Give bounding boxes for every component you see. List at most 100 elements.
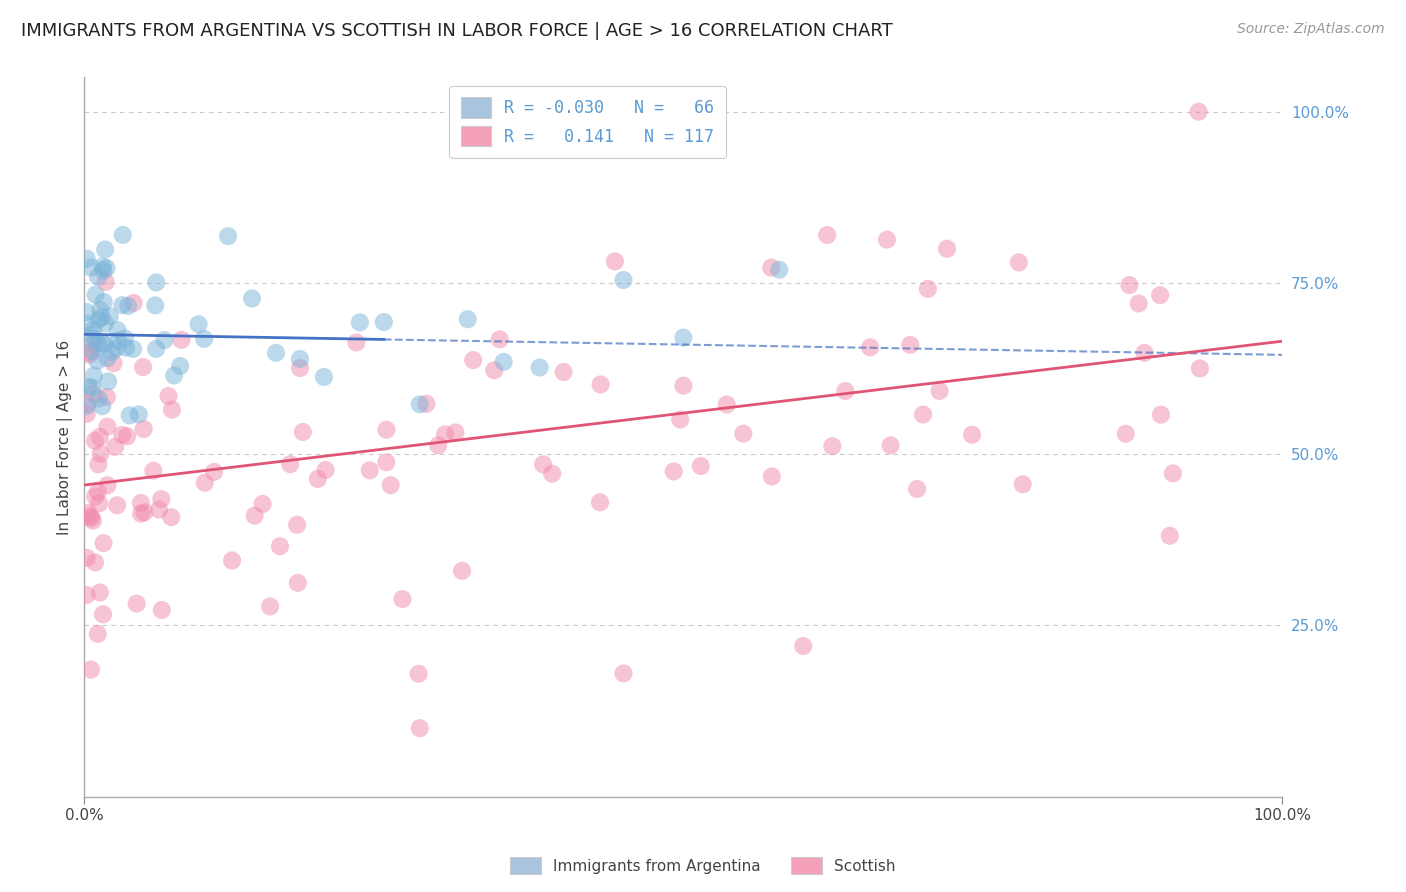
Point	[240, 292, 263, 306]
Point	[134, 505, 156, 519]
Point	[84, 434, 107, 448]
Point	[87, 458, 110, 472]
Point	[662, 465, 685, 479]
Point	[160, 402, 183, 417]
Point	[463, 353, 485, 368]
Point	[217, 229, 239, 244]
Point	[733, 426, 755, 441]
Point	[221, 553, 243, 567]
Point	[287, 575, 309, 590]
Point	[553, 365, 575, 379]
Y-axis label: In Labor Force | Age > 16: In Labor Force | Age > 16	[58, 340, 73, 534]
Point	[529, 360, 551, 375]
Point	[76, 506, 98, 520]
Point	[87, 627, 110, 641]
Point	[312, 370, 335, 384]
Point	[291, 425, 314, 439]
Point	[259, 599, 281, 614]
Point	[111, 427, 134, 442]
Point	[1128, 296, 1150, 310]
Point	[115, 341, 138, 355]
Legend: Immigrants from Argentina, Scottish: Immigrants from Argentina, Scottish	[505, 851, 901, 880]
Point	[1187, 104, 1209, 119]
Point	[86, 354, 108, 368]
Point	[589, 377, 612, 392]
Point	[344, 335, 367, 350]
Text: IMMIGRANTS FROM ARGENTINA VS SCOTTISH IN LABOR FORCE | AGE > 16 CORRELATION CHAR: IMMIGRANTS FROM ARGENTINA VS SCOTTISH IN…	[21, 22, 893, 40]
Point	[427, 438, 450, 452]
Point	[105, 341, 128, 355]
Point	[444, 425, 467, 440]
Point	[111, 298, 134, 312]
Point	[76, 252, 98, 266]
Point	[101, 344, 124, 359]
Point	[145, 342, 167, 356]
Point	[269, 539, 291, 553]
Point	[84, 490, 107, 504]
Point	[1188, 361, 1211, 376]
Point	[917, 282, 939, 296]
Point	[107, 334, 129, 348]
Point	[96, 351, 118, 365]
Point	[79, 348, 101, 362]
Point	[76, 588, 98, 602]
Legend: R = -0.030   N =   66, R =   0.141   N = 117: R = -0.030 N = 66, R = 0.141 N = 117	[449, 86, 725, 158]
Point	[96, 419, 118, 434]
Point	[1150, 408, 1173, 422]
Point	[492, 355, 515, 369]
Point	[373, 315, 395, 329]
Point	[1115, 426, 1137, 441]
Point	[349, 315, 371, 329]
Point	[434, 427, 457, 442]
Point	[145, 276, 167, 290]
Point	[132, 422, 155, 436]
Point	[531, 458, 554, 472]
Point	[589, 495, 612, 509]
Point	[82, 386, 104, 401]
Point	[91, 260, 114, 274]
Point	[76, 317, 98, 331]
Point	[409, 397, 432, 411]
Point	[83, 323, 105, 337]
Point	[905, 482, 928, 496]
Point	[1161, 467, 1184, 481]
Point	[150, 491, 173, 506]
Point	[89, 303, 111, 318]
Point	[150, 603, 173, 617]
Point	[87, 484, 110, 499]
Point	[80, 511, 103, 525]
Point	[202, 465, 225, 479]
Point	[117, 299, 139, 313]
Point	[792, 639, 814, 653]
Point	[415, 397, 437, 411]
Point	[375, 423, 398, 437]
Point	[87, 269, 110, 284]
Point	[94, 243, 117, 257]
Point	[94, 317, 117, 331]
Point	[1133, 346, 1156, 360]
Point	[163, 368, 186, 383]
Point	[83, 332, 105, 346]
Point	[104, 440, 127, 454]
Point	[93, 536, 115, 550]
Point	[80, 260, 103, 275]
Point	[288, 361, 311, 376]
Point	[912, 408, 935, 422]
Point	[97, 375, 120, 389]
Point	[672, 378, 695, 392]
Point	[264, 346, 287, 360]
Point	[669, 412, 692, 426]
Point	[82, 514, 104, 528]
Point	[118, 409, 141, 423]
Point	[148, 502, 170, 516]
Point	[76, 396, 98, 410]
Point	[285, 517, 308, 532]
Point	[83, 336, 105, 351]
Point	[834, 384, 856, 398]
Point	[76, 407, 98, 421]
Point	[89, 585, 111, 599]
Point	[79, 509, 101, 524]
Point	[153, 333, 176, 347]
Point	[91, 607, 114, 622]
Point	[84, 556, 107, 570]
